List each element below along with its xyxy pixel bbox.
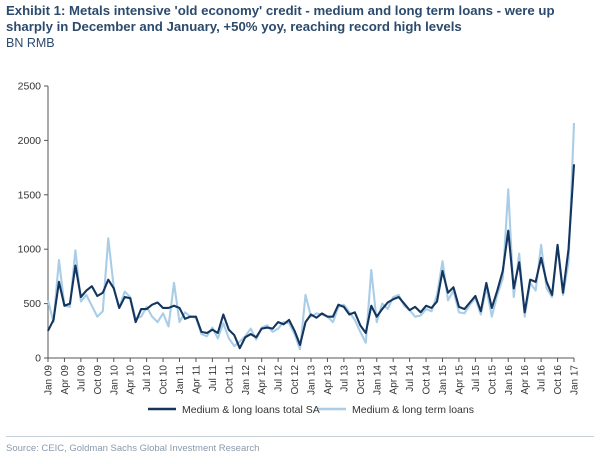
y-tick-label: 0	[35, 353, 41, 365]
x-tick-label: Apr 15	[454, 365, 465, 395]
x-tick-label: Jul 09	[76, 365, 87, 392]
x-tick-label: Oct 11	[224, 365, 235, 394]
x-tick-label: Apr 12	[257, 365, 268, 395]
x-tick-label: Apr 11	[191, 365, 202, 394]
legend-label: Medium & long term loans	[352, 404, 474, 416]
x-tick-label: Apr 14	[389, 365, 400, 395]
legend: Medium & long loans total SA Medium & lon…	[148, 404, 474, 416]
y-tick-label: 1000	[18, 244, 42, 256]
chart-svg: 0 500 1000 1500 2000 2500 Jan 09 Apr 09 Jul 09 O…	[18, 81, 581, 417]
x-tick-label: Jan 15	[438, 365, 449, 395]
x-tick-label: Jan 16	[504, 365, 515, 395]
x-tick-label: Jan 12	[241, 365, 252, 395]
y-axis: 0 500 1000 1500 2000 2500	[18, 81, 49, 365]
x-tick-label: Jan 09	[44, 365, 55, 395]
x-tick-label: Oct 13	[356, 365, 367, 395]
x-tick-label: Jul 10	[142, 365, 153, 392]
x-tick-label: Jul 11	[208, 365, 219, 391]
y-tick-label: 2500	[18, 81, 42, 93]
x-tick-label: Oct 16	[553, 365, 564, 395]
y-axis-unit-label: BN RMB	[6, 36, 55, 50]
x-tick-label: Jul 16	[537, 365, 548, 392]
chart-title: Exhibit 1: Metals intensive 'old economy…	[6, 3, 555, 34]
source-note: Source: CEIC, Goldman Sachs Global Inves…	[6, 443, 260, 454]
x-tick-label: Oct 10	[159, 365, 170, 395]
y-tick-label: 1500	[18, 189, 42, 201]
x-axis: Jan 09 Apr 09 Jul 09 Oct 09 Jan 10 Apr 10 Jul …	[44, 357, 581, 395]
footer-divider	[6, 436, 594, 437]
x-tick-label: Jul 12	[274, 365, 285, 392]
legend-label: Medium & long loans total SA	[182, 404, 320, 416]
x-tick-label: Jan 14	[372, 365, 383, 395]
x-tick-label: Oct 14	[422, 365, 433, 395]
x-tick-label: Apr 13	[323, 365, 334, 395]
x-tick-label: Jul 13	[339, 365, 350, 392]
plot-area	[46, 122, 576, 351]
series-line-sa	[47, 164, 576, 350]
x-tick-label: Jul 15	[471, 365, 482, 392]
y-tick-label: 500	[23, 298, 41, 310]
x-tick-label: Oct 12	[290, 365, 301, 395]
x-tick-label: Oct 09	[93, 365, 104, 395]
x-tick-label: Apr 09	[60, 365, 71, 395]
y-tick-label: 2000	[18, 135, 42, 147]
x-tick-label: Apr 10	[126, 365, 137, 395]
x-tick-label: Jan 11	[175, 365, 186, 395]
x-tick-label: Jan 17	[570, 365, 581, 395]
x-tick-label: Jul 14	[405, 365, 416, 392]
x-tick-label: Jan 13	[307, 365, 318, 395]
x-tick-label: Oct 15	[487, 365, 498, 395]
x-tick-label: Jan 10	[109, 365, 120, 395]
x-tick-label: Apr 16	[520, 365, 531, 395]
